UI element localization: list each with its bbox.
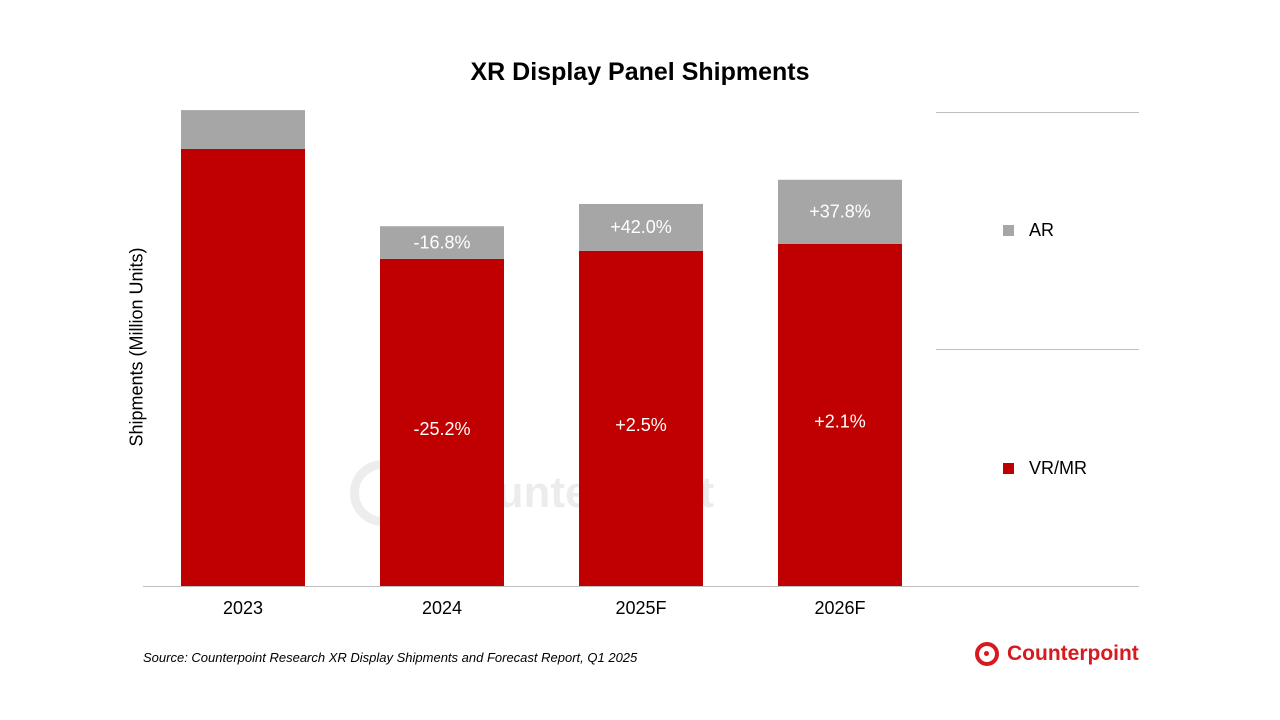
legend-swatch-ar: [1003, 225, 1014, 236]
legend-divider-middle: [936, 349, 1139, 350]
chart-title: XR Display Panel Shipments: [470, 58, 810, 86]
counterpoint-logo-icon: [975, 642, 999, 666]
legend-swatch-vrmr: [1003, 463, 1014, 474]
data-label-vrmr-2026f: +2.1%: [814, 412, 866, 432]
data-label-ar-2026f: +37.8%: [809, 202, 871, 222]
bar-vrmr-2025f: [579, 250, 703, 586]
bar-vrmr-2026f: [778, 243, 902, 586]
logo-text: Counterpoint: [1007, 642, 1139, 665]
legend-item-vrmr: VR/MR: [1003, 458, 1087, 479]
x-tick-label-2024: 2024: [422, 598, 462, 618]
legend-divider-top: [936, 112, 1139, 113]
source-note: Source: Counterpoint Research XR Display…: [143, 650, 638, 665]
data-label-vrmr-2024: -25.2%: [413, 419, 470, 439]
x-tick-label-2026f: 2026F: [814, 598, 865, 618]
x-tick-label-2025f: 2025F: [615, 598, 666, 618]
data-label-ar-2024: -16.8%: [413, 232, 470, 252]
legend-label-vrmr: VR/MR: [1029, 458, 1087, 478]
bar-ar-2026f: [778, 179, 902, 244]
legend-item-ar: AR: [1003, 220, 1054, 241]
bar-vrmr-2024: [380, 258, 504, 586]
counterpoint-logo: Counterpoint: [975, 642, 1139, 666]
legend-label-ar: AR: [1029, 220, 1055, 240]
x-tick-label-2023: 2023: [223, 598, 263, 618]
bar-ar-2024: [380, 226, 504, 259]
data-label-ar-2025f: +42.0%: [610, 217, 672, 237]
bar-ar-2025f: [579, 203, 703, 251]
bar-ar-2023: [181, 110, 305, 149]
data-label-vrmr-2025f: +2.5%: [615, 415, 667, 435]
bar-vrmr-2023: [181, 148, 305, 587]
